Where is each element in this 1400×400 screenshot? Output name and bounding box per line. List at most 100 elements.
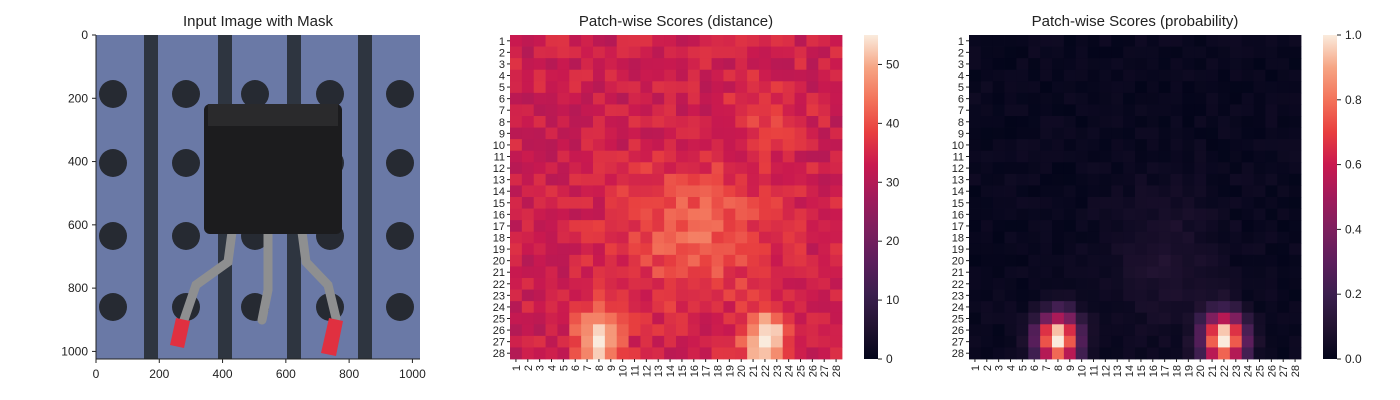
heatmap-cell xyxy=(1194,35,1207,47)
heatmap-cell xyxy=(818,139,831,152)
heatmap-cell xyxy=(1075,312,1088,325)
heatmap-cell xyxy=(980,116,994,128)
heatmap-cell xyxy=(1218,139,1231,152)
heatmap-cell xyxy=(980,301,994,314)
heatmap-cell xyxy=(1123,231,1136,244)
heatmap-cell xyxy=(1253,46,1266,59)
heatmap-cell xyxy=(1229,162,1243,175)
heatmap-cell xyxy=(770,81,784,94)
heatmap-cell xyxy=(1016,58,1029,71)
heatmap-cell xyxy=(1075,92,1088,105)
heatmap-cell xyxy=(1218,46,1231,59)
heatmap-cell xyxy=(616,81,629,94)
heatmap-cell xyxy=(1111,312,1124,325)
y-tick-label: 600 xyxy=(68,218,88,232)
heatmap-cell xyxy=(1241,324,1254,337)
heatmap-cell xyxy=(1004,92,1017,105)
heatmap-cell xyxy=(664,208,677,221)
heatmap-cell xyxy=(1063,197,1077,209)
heatmap-cell xyxy=(723,104,736,117)
heatmap-cell xyxy=(664,335,677,348)
heatmap-cell xyxy=(1135,139,1148,152)
heatmap-cell xyxy=(652,92,665,105)
heatmap-cell xyxy=(1111,92,1124,105)
heatmap-cell xyxy=(747,35,760,47)
heatmap-cell xyxy=(628,104,641,117)
heatmap-cell xyxy=(569,301,582,314)
heatmap-cell xyxy=(782,347,795,360)
heatmap-cell xyxy=(1063,46,1077,59)
heatmap-cell xyxy=(711,324,724,337)
heatmap-cell xyxy=(1099,289,1112,302)
heatmap-cell xyxy=(616,243,629,256)
heatmap-cell xyxy=(676,324,689,337)
heatmap-cell xyxy=(533,324,546,337)
heatmap-cell xyxy=(664,231,677,244)
heatmap-cell xyxy=(723,46,736,59)
heatmap-cell xyxy=(1004,347,1017,360)
heatmap-cell xyxy=(1063,173,1077,186)
heatmap-cell xyxy=(1194,324,1207,337)
heatmap-cell xyxy=(1289,301,1302,314)
heatmap-cell xyxy=(676,46,689,59)
heatmap-cell xyxy=(1170,104,1183,117)
heatmap-cell xyxy=(747,58,760,71)
heatmap-cell xyxy=(1206,185,1219,198)
heatmap-cell xyxy=(759,173,772,186)
heatmap-cell xyxy=(1028,69,1041,82)
x-tick-label: 2 xyxy=(523,365,535,371)
heatmap-cell xyxy=(830,278,843,290)
heatmap-cell xyxy=(1194,81,1207,94)
heatmap-cell xyxy=(806,254,819,267)
panel-2-y-ticks: 1234567891011121314151617181920212223242… xyxy=(493,36,510,360)
heatmap-cell xyxy=(593,35,606,47)
heatmap-cell xyxy=(980,139,994,152)
heatmap-cell xyxy=(1289,173,1302,186)
heatmap-cell xyxy=(664,185,677,198)
heatmap-cell xyxy=(1040,81,1053,94)
heatmap-cell xyxy=(747,301,760,314)
heatmap-cell xyxy=(664,35,677,47)
colorbar-tick-label: 30 xyxy=(886,175,900,189)
x-tick-label: 10 xyxy=(618,365,630,377)
heatmap-cell xyxy=(980,58,994,71)
heatmap-cell xyxy=(533,301,546,314)
heatmap-cell xyxy=(806,185,819,198)
heatmap-cell xyxy=(1004,116,1017,128)
heatmap-cell xyxy=(735,116,748,128)
heatmap-cell xyxy=(604,35,618,47)
heatmap-cell xyxy=(782,127,795,140)
heatmap-cell xyxy=(735,92,748,105)
heatmap-cell xyxy=(1241,312,1254,325)
heatmap-cell xyxy=(818,266,831,279)
heatmap-cell xyxy=(687,220,701,233)
y-tick-label: 12 xyxy=(952,163,964,175)
heatmap-cell xyxy=(687,104,701,117)
heatmap-cell xyxy=(1253,301,1266,314)
heatmap-cell xyxy=(770,150,784,163)
heatmap-cell xyxy=(1040,324,1053,337)
heatmap-cell xyxy=(652,301,665,314)
heatmap-cell xyxy=(569,266,582,279)
heatmap-cell xyxy=(593,162,606,175)
heatmap-cell xyxy=(1206,173,1219,186)
heatmap-cell xyxy=(581,127,594,140)
heatmap-cell xyxy=(616,185,629,198)
heatmap-cell xyxy=(1099,58,1112,71)
heatmap-cell xyxy=(1063,208,1077,221)
heatmap-cell xyxy=(676,301,689,314)
x-tick-label: 9 xyxy=(1065,365,1077,371)
heatmap-cell xyxy=(616,289,629,302)
heatmap-cell xyxy=(1277,208,1290,221)
heatmap-cell xyxy=(1111,185,1124,198)
heatmap-cell xyxy=(569,335,582,348)
x-tick-label: 23 xyxy=(1231,365,1243,377)
heatmap-cell xyxy=(794,150,807,163)
heatmap-cell xyxy=(1194,231,1207,244)
heatmap-cell xyxy=(1052,104,1065,117)
heatmap-cell xyxy=(1170,289,1183,302)
x-tick-label: 1 xyxy=(511,365,523,371)
heatmap-cell xyxy=(1146,243,1160,256)
heatmap-cell xyxy=(521,197,535,209)
heatmap-cell xyxy=(687,58,701,71)
